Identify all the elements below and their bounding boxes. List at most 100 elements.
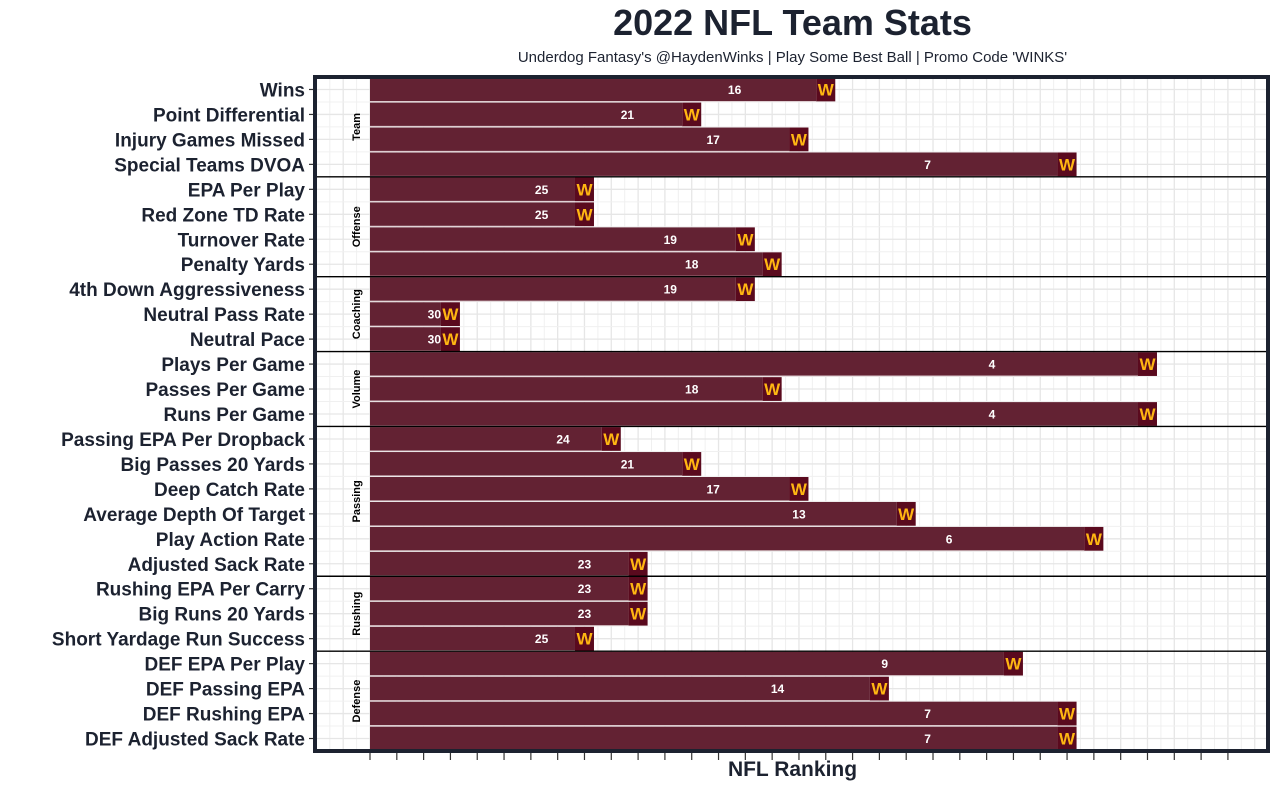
bar [370,726,1058,751]
y-axis-label: Penalty Yards [181,255,305,276]
team-logo-icon: W [764,255,781,274]
team-logo-icon: W [1005,655,1022,674]
team-logo-icon: W [576,180,593,199]
value-label: 17 [706,133,720,147]
y-axis-label: Passes Per Game [145,380,305,401]
value-label: 25 [535,632,549,646]
team-logo-icon: W [871,680,888,699]
value-label: 23 [578,557,592,571]
group-label: Coaching [351,289,363,339]
team-logo-bg [762,252,782,277]
team-logo-bg [1057,152,1077,177]
bar [370,402,1138,426]
bar [370,327,441,351]
group-label: Rushing [351,592,363,636]
value-label: 30 [428,333,442,347]
team-logo-bg [789,127,809,152]
y-axis-label: Wins [260,80,305,101]
team-logo-icon: W [791,130,808,149]
y-axis-label: EPA Per Play [188,180,306,201]
team-logo-icon: W [684,105,701,124]
team-logo-icon: W [1139,405,1156,424]
team-logo-icon: W [737,280,754,299]
value-label: 25 [535,208,549,222]
value-label: 23 [578,607,592,621]
bar [370,277,736,302]
team-logo-bg [628,576,648,601]
group-label: Offense [351,206,363,247]
bar [370,626,575,651]
y-axis-label: 4th Down Aggressiveness [69,280,305,301]
team-logo-icon: W [791,480,808,499]
bar [370,501,897,526]
y-axis-label: Deep Catch Rate [154,480,305,501]
team-logo-icon: W [630,580,647,599]
y-axis-label: Injury Games Missed [115,130,305,151]
value-label: 4 [989,408,996,422]
team-logo-bg [628,551,648,576]
team-logo-bg [574,626,594,651]
team-logo-bg [789,477,809,501]
y-axis-label: Neutral Pace [190,330,305,351]
bar [370,601,629,626]
team-logo-icon: W [898,505,915,524]
y-axis-label: Turnover Rate [178,230,305,251]
group-label: Passing [351,480,363,522]
bar [370,651,1004,676]
group-label: Defense [351,680,363,723]
team-logo-bg [682,452,702,476]
bar [370,152,1058,177]
group-label: Volume [351,370,363,409]
bar [370,77,817,102]
bar [370,177,575,202]
y-axis-label: Big Runs 20 Yards [139,605,306,626]
team-logo-icon: W [1059,155,1076,174]
team-logo-bg [601,427,621,451]
value-label: 7 [924,158,931,172]
y-axis-label: DEF EPA Per Play [144,655,305,676]
team-logo-bg [1137,402,1157,426]
team-logo-icon: W [737,230,754,249]
y-axis-label: Short Yardage Run Success [52,630,305,651]
value-label: 23 [578,582,592,596]
value-label: 21 [621,108,635,122]
bar [370,202,575,227]
bar [370,102,683,127]
y-axis-label: Red Zone TD Rate [141,205,305,226]
team-logo-bg [735,277,755,302]
y-axis-label: Special Teams DVOA [114,155,305,176]
y-axis-label: DEF Rushing EPA [143,705,305,726]
team-logo-icon: W [603,430,620,449]
group-label: Team [351,113,363,141]
team-logo-icon: W [764,380,781,399]
team-logo-bg [1137,352,1157,376]
team-logo-icon: W [1086,530,1103,549]
team-logo-icon: W [576,205,593,224]
value-label: 6 [946,532,953,546]
y-axis-label: Plays Per Game [161,355,305,376]
team-logo-bg [1003,651,1023,676]
bar [370,701,1058,726]
y-axis-label: Passing EPA Per Dropback [61,430,305,451]
chart-title: 2022 NFL Team Stats [613,2,972,43]
value-label: 13 [792,507,806,521]
y-axis-label: Play Action Rate [156,530,305,551]
value-label: 7 [924,732,931,746]
plot-frame [313,75,1270,753]
team-logo-icon: W [1059,705,1076,724]
y-axis-label: Point Differential [153,105,305,126]
team-logo-bg [735,227,755,252]
team-logo-bg [574,177,594,202]
y-axis-label: Adjusted Sack Rate [128,555,305,576]
y-axis-label: DEF Adjusted Sack Rate [85,730,305,751]
team-logo-bg [440,302,460,327]
team-logo-bg [628,601,648,626]
bar [370,302,441,327]
team-logo-icon: W [1059,730,1076,749]
y-axis-label: Rushing EPA Per Carry [96,580,305,601]
bar [370,452,683,476]
team-logo-icon: W [1139,355,1156,374]
value-label: 25 [535,183,549,197]
team-logo-icon: W [630,555,647,574]
